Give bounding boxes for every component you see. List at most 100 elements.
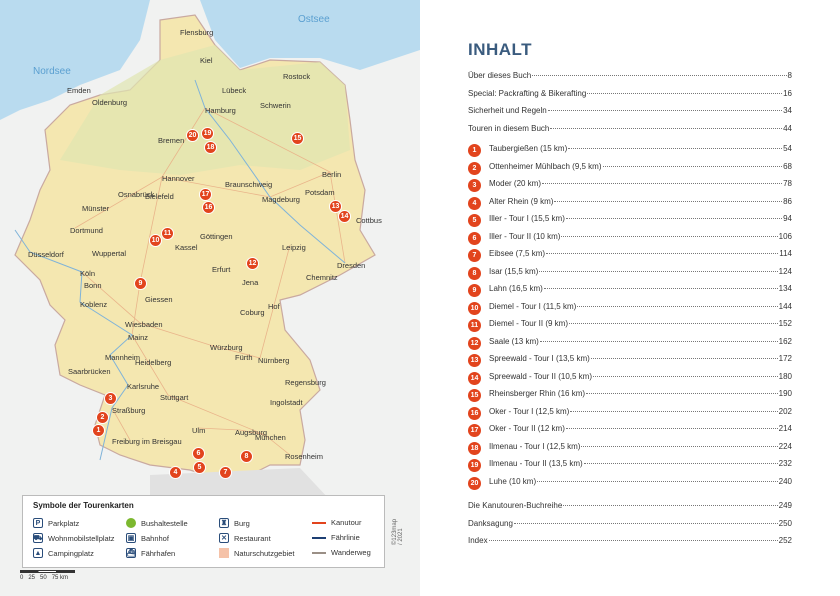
tour-number-badge: 19 xyxy=(468,459,481,472)
toc-entry-title: Diemel - Tour II (9 km) xyxy=(489,319,568,328)
legend-item: ✕ Restaurant xyxy=(219,533,271,543)
toc-entry-title: Lahn (16,5 km) xyxy=(489,284,543,293)
city-label: Potsdam xyxy=(305,188,335,197)
city-label: Koblenz xyxy=(80,300,108,309)
tour-marker[interactable]: 16 xyxy=(202,201,215,214)
tour-marker[interactable]: 3 xyxy=(104,392,117,405)
toc-entry[interactable]: Die Kanutouren-Buchreihe 249 xyxy=(468,501,792,510)
toc-entry[interactable]: 20 Luhe (10 km) 240 xyxy=(468,476,792,490)
tour-marker[interactable]: 14 xyxy=(338,210,351,223)
toc-entry[interactable]: 9 Lahn (16,5 km) 134 xyxy=(468,284,792,297)
line-swatch xyxy=(312,536,326,539)
city-label: Wiesbaden xyxy=(125,320,163,329)
city-label: Heidelberg xyxy=(135,358,172,367)
city-label: Saarbrücken xyxy=(68,367,111,376)
legend-item: ⛴ Fährhafen xyxy=(126,548,175,558)
toc-entry[interactable]: 10 Diemel - Tour I (11,5 km) 144 xyxy=(468,301,792,315)
tour-marker[interactable]: 2 xyxy=(96,411,109,424)
tour-marker[interactable]: 1 xyxy=(92,424,105,437)
toc-entry[interactable]: 13 Spreewald - Tour I (13,5 km) 172 xyxy=(468,354,792,367)
toc-entry-title: Oker - Tour I (12,5 km) xyxy=(489,406,570,416)
toc-entry[interactable]: 8 Isar (15,5 km) 124 xyxy=(468,266,792,280)
city-label: Oldenburg xyxy=(92,98,128,107)
tour-marker[interactable]: 11 xyxy=(161,227,174,240)
tour-marker[interactable]: 7 xyxy=(219,466,232,479)
dot-leader xyxy=(547,110,783,111)
tour-marker[interactable]: 6 xyxy=(192,447,205,460)
city-label: Leipzig xyxy=(282,243,306,252)
toc-entry-title: Moder (20 km) xyxy=(489,179,542,188)
toc-entry[interactable]: Special: Packrafting & Bikerafting 16 xyxy=(468,89,792,98)
toc-entry[interactable]: 14 Spreewald - Tour II (10,5 km) 180 xyxy=(468,371,792,385)
toc-entry[interactable]: 7 Eibsee (7,5 km) 114 xyxy=(468,249,792,262)
tour-number-badge: 12 xyxy=(468,336,481,350)
toc-page-number: 162 xyxy=(778,336,792,346)
toc-entry-title: Spreewald - Tour II (10,5 km) xyxy=(489,371,593,381)
toc-entry[interactable]: 15 Rheinsberger Rhin (16 km) 190 xyxy=(468,389,792,402)
toc-page-number: 250 xyxy=(778,518,792,528)
toc-entry[interactable]: Über dieses Buch 8 xyxy=(468,71,792,80)
tour-number-badge: 4 xyxy=(468,196,481,210)
sea-north xyxy=(0,0,150,120)
dot-leader xyxy=(577,305,778,307)
toc-entry[interactable]: Touren in diesem Buch 44 xyxy=(468,124,792,133)
city-label: Münster xyxy=(82,204,110,213)
toc-entry-title: Saale (13 km) xyxy=(489,336,539,346)
toc-entry[interactable]: 5 Iller - Tour I (15,5 km) 94 xyxy=(468,214,792,227)
toc-page-number: 152 xyxy=(778,319,792,328)
city-label: Nürnberg xyxy=(258,356,290,365)
tour-number-badge: 18 xyxy=(468,441,481,455)
dot-leader xyxy=(532,75,787,76)
city-label: Karlsruhe xyxy=(127,382,160,391)
legend-title: Symbole der Tourenkarten xyxy=(33,501,134,510)
tour-marker[interactable]: 8 xyxy=(240,450,253,463)
legend-label: Parkplatz xyxy=(48,518,80,528)
tour-marker[interactable]: 20 xyxy=(186,129,199,142)
toc-page-number: 94 xyxy=(783,214,792,223)
tour-marker[interactable]: 13 xyxy=(329,200,342,213)
toc-entry[interactable]: Sicherheit und Regeln 34 xyxy=(468,106,792,115)
tour-marker[interactable]: 18 xyxy=(204,141,217,154)
tour-number-badge: 16 xyxy=(468,406,481,420)
tour-number-badge: 17 xyxy=(468,424,481,437)
tour-marker[interactable]: 10 xyxy=(149,234,162,247)
city-label: Ulm xyxy=(192,426,206,435)
city-label: Würzburg xyxy=(210,343,243,352)
restaurant-icon: ✕ xyxy=(219,533,229,543)
tour-marker[interactable]: 9 xyxy=(134,277,147,290)
toc-entry[interactable]: 4 Alter Rhein (9 km) 86 xyxy=(468,196,792,210)
dot-leader xyxy=(590,358,778,359)
sea-label: Ostsee xyxy=(298,14,330,25)
tour-marker[interactable]: 4 xyxy=(169,466,182,479)
tour-marker[interactable]: 17 xyxy=(199,188,212,201)
city-label: Düsseldorf xyxy=(28,250,64,259)
toc-page-number: 144 xyxy=(778,301,792,311)
toc-entry[interactable]: 17 Oker - Tour II (12 km) 214 xyxy=(468,424,792,437)
dot-leader xyxy=(581,445,778,447)
toc-page-number: 249 xyxy=(778,501,792,510)
toc-entry[interactable]: 6 Iller - Tour II (10 km) 106 xyxy=(468,231,792,245)
city-label: Giessen xyxy=(145,295,173,304)
toc-entry[interactable]: Danksagung 250 xyxy=(468,519,792,528)
city-label: Kiel xyxy=(200,56,213,65)
tour-marker[interactable]: 19 xyxy=(201,127,214,140)
city-label: München xyxy=(255,433,286,442)
toc-entry[interactable]: 1 Taubergießen (15 km) 54 xyxy=(468,144,792,157)
toc-entry[interactable]: 19 Ilmenau - Tour II (13,5 km) 232 xyxy=(468,459,792,472)
toc-entry[interactable]: 3 Moder (20 km) 78 xyxy=(468,179,792,192)
toc-entry[interactable]: 11 Diemel - Tour II (9 km) 152 xyxy=(468,319,792,332)
toc-entry[interactable]: 12 Saale (13 km) 162 xyxy=(468,336,792,350)
tour-marker[interactable]: 12 xyxy=(246,257,259,270)
tour-marker[interactable]: 15 xyxy=(291,132,304,145)
legend-label: Restaurant xyxy=(234,533,271,543)
toc-entry[interactable]: 18 Ilmenau - Tour I (12,5 km) 224 xyxy=(468,441,792,455)
city-label: Dresden xyxy=(337,261,366,270)
toc-entry[interactable]: 2 Ottenheimer Mühlbach (9,5 km) 68 xyxy=(468,161,792,175)
toc-entry[interactable]: 16 Oker - Tour I (12,5 km) 202 xyxy=(468,406,792,420)
tour-marker[interactable]: 5 xyxy=(193,461,206,474)
map-graphic xyxy=(0,0,420,500)
copyright: ©123map / 2021 xyxy=(392,518,404,545)
toc-entry-title: Ilmenau - Tour II (13,5 km) xyxy=(489,459,583,468)
toc-entry[interactable]: Index 252 xyxy=(468,536,792,545)
city-label: Wuppertal xyxy=(92,249,127,258)
